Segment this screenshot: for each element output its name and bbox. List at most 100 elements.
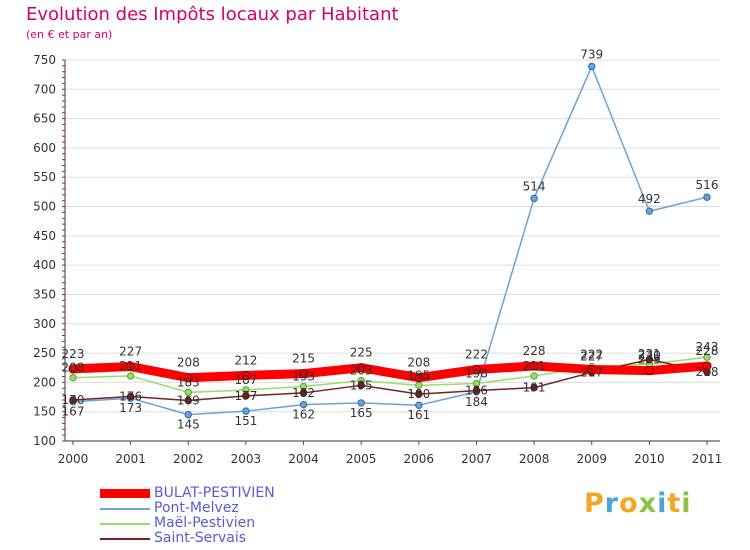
legend-swatch: [100, 489, 150, 498]
logo-letter: P: [584, 488, 605, 519]
series-line-bulat-pestivien: [68, 361, 712, 383]
data-point: [184, 396, 192, 405]
data-label: 165: [350, 406, 373, 420]
data-label: 217: [580, 365, 603, 379]
data-point: [357, 381, 365, 390]
data-label: 227: [119, 345, 142, 359]
data-point: [242, 392, 250, 400]
y-tick-label: 300: [33, 317, 56, 331]
data-label: 215: [292, 352, 315, 366]
data-point: [530, 372, 538, 380]
data-point: [415, 390, 423, 398]
logo-letter: o: [619, 488, 639, 519]
data-point: [645, 355, 654, 364]
x-tick-label: 2005: [346, 452, 377, 466]
legend-swatch: [100, 538, 150, 540]
data-point: [644, 366, 654, 376]
data-label: 186: [465, 384, 488, 398]
x-tick-label: 2001: [115, 452, 146, 466]
data-point: [183, 373, 193, 383]
y-tick-label: 350: [33, 287, 56, 301]
logo-letter: x: [638, 488, 658, 519]
data-label: 228: [523, 344, 546, 358]
data-label: 151: [234, 414, 257, 428]
data-point: [414, 373, 424, 383]
data-point: [472, 386, 481, 395]
data-point: [184, 388, 192, 397]
y-tick-label: 700: [33, 82, 56, 96]
data-point: [68, 364, 78, 374]
data-label: 187: [234, 373, 257, 387]
y-tick-label: 100: [33, 434, 56, 448]
y-tick-label: 400: [33, 258, 56, 272]
data-point: [645, 207, 654, 215]
data-label: 183: [177, 375, 200, 389]
x-tick-label: 2000: [58, 452, 89, 466]
logo-letter: i: [681, 488, 692, 519]
data-label: 162: [292, 408, 315, 422]
data-label: 227: [580, 350, 603, 364]
data-point: [588, 62, 596, 71]
data-label: 208: [177, 356, 200, 370]
data-point: [299, 389, 308, 397]
chart-title: Evolution des Impôts locaux par Habitant: [26, 4, 399, 25]
y-tick-label: 550: [33, 170, 56, 184]
y-tick-label: 600: [33, 141, 56, 155]
data-label: 222: [580, 347, 603, 361]
data-label: 220: [638, 349, 661, 363]
data-point: [529, 361, 539, 371]
data-point: [530, 194, 538, 203]
data-label: 208: [62, 361, 85, 375]
data-point: [69, 396, 77, 404]
data-label: 223: [62, 347, 85, 361]
y-tick-label: 750: [33, 53, 56, 67]
x-tick-label: 2002: [173, 452, 204, 466]
y-tick-label: 450: [33, 229, 56, 243]
data-point: [184, 410, 192, 419]
data-point: [126, 372, 135, 380]
data-point: [472, 379, 481, 388]
data-label: 492: [638, 192, 661, 206]
data-label: 193: [292, 369, 315, 383]
data-point: [703, 193, 711, 201]
data-label: 198: [465, 367, 488, 381]
data-point: [241, 370, 251, 380]
legend-label: Maël-Pestivien: [154, 515, 256, 531]
x-tick-label: 2007: [461, 452, 492, 466]
data-label: 191: [523, 381, 546, 395]
data-label: 169: [177, 394, 200, 408]
x-tick-label: 2006: [404, 452, 435, 466]
x-tick-label: 2008: [519, 452, 550, 466]
data-label: 218: [696, 365, 719, 379]
data-point: [356, 363, 366, 373]
data-label: 225: [350, 346, 373, 360]
data-label: 161: [407, 408, 430, 422]
data-label: 228: [696, 344, 719, 358]
legend-label: Pont-Melvez: [154, 500, 239, 516]
data-label: 211: [523, 359, 546, 373]
data-point: [587, 364, 597, 374]
data-point: [702, 361, 712, 371]
x-tick-label: 2009: [576, 452, 607, 466]
data-label: 184: [465, 395, 488, 409]
data-label: 208: [407, 356, 430, 370]
data-point: [299, 400, 308, 409]
data-label: 516: [696, 178, 719, 192]
data-label: 212: [234, 353, 257, 367]
legend-label: BULAT-PESTIVIEN: [154, 485, 275, 501]
x-tick-label: 2004: [288, 452, 319, 466]
data-point: [703, 353, 711, 361]
data-point: [415, 401, 423, 409]
data-label: 167: [62, 405, 85, 419]
chart-subtitle: (en € et par an): [26, 28, 113, 41]
data-label: 173: [119, 401, 142, 415]
data-label: 145: [177, 418, 200, 432]
data-label: 739: [580, 47, 603, 61]
logo-letter: r: [604, 488, 620, 519]
data-label: 170: [62, 393, 85, 407]
data-point: [299, 369, 309, 379]
data-point: [357, 399, 365, 407]
data-label: 195: [407, 368, 430, 382]
data-label: 243: [696, 340, 719, 354]
